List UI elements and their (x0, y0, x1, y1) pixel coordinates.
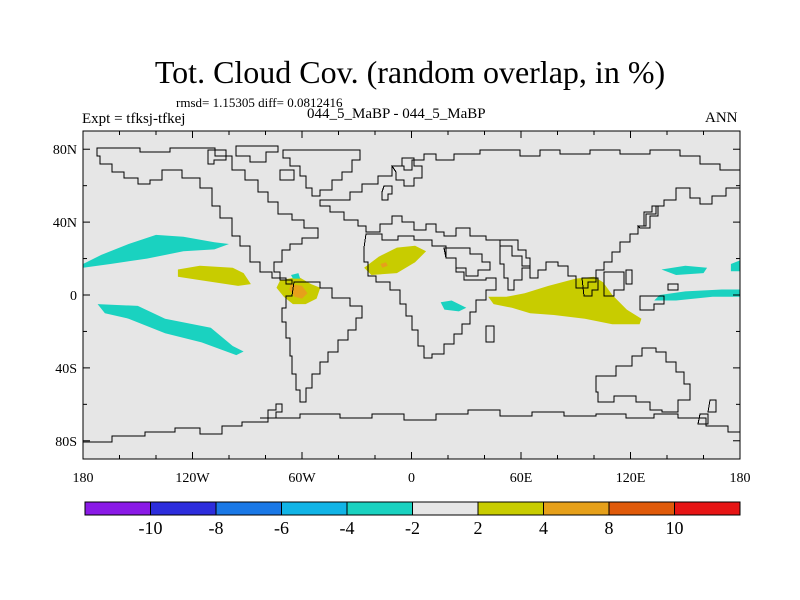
coastline-japan (636, 205, 659, 229)
coastline-antarctica (83, 409, 740, 443)
x-tick-label: 180 (73, 471, 94, 486)
season-label: ANN (705, 110, 738, 126)
region-north-west-pacific-negative (661, 265, 708, 275)
y-tick-label: 80S (55, 435, 77, 450)
region-south-pacific-negative (97, 304, 244, 356)
coastline-canadian-arctic (207, 145, 295, 181)
coastline-south-america (281, 281, 363, 403)
coastline-north-america (96, 147, 319, 285)
x-tick-label: 0 (408, 471, 415, 486)
x-tick-label: 120W (175, 471, 210, 486)
colorbar-swatch (674, 501, 741, 516)
region-north-pacific-negative (83, 234, 229, 268)
colorbar-swatch (281, 501, 348, 516)
colorbar-swatch (150, 501, 217, 516)
colorbar-label: -8 (209, 518, 224, 538)
y-axis: 80N 40N 0 40S 80S (53, 143, 740, 450)
colorbar-swatch (608, 501, 675, 516)
colorbar-label: 10 (666, 518, 684, 538)
region-west-pacific-negative (654, 289, 740, 301)
region-indian-ocean-positive (488, 276, 642, 325)
y-tick-label: 40S (55, 362, 77, 377)
y-tick-label: 40N (53, 216, 77, 231)
coastline-arabia (443, 247, 491, 277)
colorbar-label: -10 (139, 518, 163, 538)
coastline-uk (381, 185, 393, 201)
region-atlantic-negative (440, 300, 467, 312)
region-dateline-negative (730, 260, 740, 272)
stats-label: rmsd= 1.15305 diff= 0.0812416 (176, 95, 343, 110)
x-tick-label: 180 (730, 471, 751, 486)
x-tick-label: 60W (288, 471, 316, 486)
coastline-eurasia (319, 149, 741, 289)
coastline-africa (363, 233, 497, 359)
x-tick-label: 120E (616, 471, 646, 486)
coastline-new-zealand (697, 399, 717, 425)
region-sahara-core (380, 262, 388, 268)
colorbar-swatch (346, 501, 413, 516)
colorbar-label: -6 (274, 518, 289, 538)
colorbar-swatch (477, 501, 544, 516)
colorbar: -10 -8 -6 -4 -2 2 4 8 10 (84, 501, 741, 538)
colorbar-swatch (543, 501, 610, 516)
region-east-pacific-positive (177, 265, 251, 286)
coastline-antarctic-peninsula (260, 403, 283, 419)
coastline-scandinavia (391, 157, 423, 187)
colorbar-label: -4 (340, 518, 355, 538)
chart-title: Tot. Cloud Cov. (random overlap, in %) (154, 54, 666, 90)
colorbar-swatch (215, 501, 282, 516)
coastline-greenland (282, 149, 361, 197)
region-caribbean-negative (291, 273, 301, 279)
colorbar-swatch (412, 501, 479, 516)
region-sahara-positive (364, 245, 427, 275)
x-tick-label: 60E (510, 471, 533, 486)
x-axis: 180 120W 60W 0 60E 120E 180 (73, 131, 751, 486)
colorbar-label: 4 (539, 518, 548, 538)
plot-background (83, 131, 740, 459)
y-tick-label: 0 (70, 289, 77, 304)
coastline-australia (595, 347, 691, 413)
region-amazon-core (289, 284, 308, 299)
run-label: 044_5_MaBP - 044_5_MaBP (307, 106, 486, 122)
colorbar-label: 8 (605, 518, 614, 538)
coastline-madagascar (485, 325, 495, 343)
coastlines (83, 145, 741, 443)
coastline-southeast-asia (581, 269, 633, 297)
colorbar-label: 2 (474, 518, 483, 538)
colorbar-swatch (84, 501, 151, 516)
experiment-label: Expt = tfksj-tfkej (82, 111, 186, 127)
coastline-new-guinea (639, 283, 679, 311)
coastline-india (499, 239, 531, 291)
y-tick-label: 80N (53, 143, 77, 158)
colorbar-label: -2 (405, 518, 420, 538)
